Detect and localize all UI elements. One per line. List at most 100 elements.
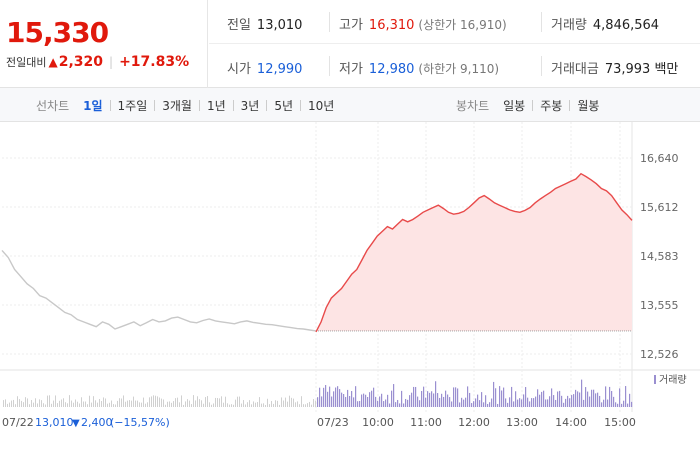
volume-bar (29, 404, 30, 407)
volume-bar (233, 404, 234, 407)
volume-bar (129, 400, 130, 407)
volume-bar (409, 395, 411, 407)
volume-bar (553, 395, 555, 407)
period-tab-0[interactable]: 1일 (83, 99, 103, 113)
volume-bar (157, 396, 158, 407)
volume-bar (95, 400, 96, 407)
stat-high: 고가 16,310 (상한가 16,910) (339, 14, 507, 33)
volume-bar (143, 397, 144, 407)
volume-bar (425, 397, 427, 407)
volume-bar (531, 398, 533, 407)
candle-tab-2[interactable]: 월봉 (577, 99, 600, 113)
volume-bar (159, 397, 160, 407)
volume-bar (169, 401, 170, 407)
volume-bar (395, 402, 397, 407)
toolbar-divider (300, 100, 302, 111)
volume-bar (539, 394, 541, 407)
volume-bar (225, 396, 226, 407)
volume-bar (525, 387, 527, 407)
volume-bar (281, 397, 282, 407)
volume-bar (209, 402, 210, 407)
stats-row-1: 전일 13,010 고가 16,310 (상한가 16,910) 거래량 4,846,5… (209, 0, 700, 44)
volume-bar (73, 402, 74, 407)
volume-bar (577, 391, 579, 407)
stat-label: 시가 (227, 62, 251, 77)
volume-bar (369, 392, 371, 407)
price-chart[interactable]: 16,640 15,612 14,583 13,555 12,526 거래량 07/22 07… (0, 122, 700, 450)
x-tick-label: 14:00 (555, 416, 587, 429)
volume-bar (607, 399, 609, 407)
volume-bar (543, 390, 545, 407)
volume-bar (251, 404, 252, 407)
period-tab-1[interactable]: 1주일 (117, 99, 148, 113)
volume-bar (215, 397, 216, 407)
quote-header: 15,330 전일대비 ▲ 2,320 | +17.83% 전일 13,010 고… (0, 0, 700, 88)
toolbar-divider (198, 100, 200, 111)
volume-bar (181, 395, 182, 407)
volume-bar (587, 391, 589, 407)
volume-bar (631, 401, 633, 407)
volume-bar (355, 386, 357, 407)
volume-bar (43, 403, 44, 407)
volume-bar (463, 399, 465, 407)
volume-bar (321, 396, 323, 407)
toolbar-divider (232, 100, 234, 111)
period-tab-3[interactable]: 1년 (206, 99, 226, 113)
period-tab-5[interactable]: 5년 (274, 99, 294, 113)
candle-tab-0[interactable]: 일봉 (503, 99, 526, 113)
volume-bar (147, 402, 148, 407)
volume-bar (307, 403, 308, 407)
current-price: 15,330 (6, 16, 109, 49)
volume-bar (267, 398, 268, 407)
candle-tab-1[interactable]: 주봉 (540, 99, 563, 113)
volume-bar (335, 387, 337, 407)
volume-bar (373, 387, 375, 407)
toolbar-divider (532, 100, 534, 111)
volume-bar (191, 404, 192, 407)
volume-bar (275, 400, 276, 407)
price-area (316, 173, 632, 332)
period-tab-6[interactable]: 10년 (308, 99, 335, 113)
volume-bar (333, 391, 335, 407)
volume-bar (107, 403, 108, 407)
volume-bar (135, 400, 136, 407)
volume-bar (25, 397, 26, 407)
period-tab-2[interactable]: 3개월 (162, 99, 192, 113)
price-line (315, 172, 633, 333)
volume-bar (407, 399, 409, 407)
volume-bar (9, 402, 10, 407)
volume-bar (391, 390, 393, 407)
volume-bar (415, 386, 417, 407)
volume-bar (247, 402, 248, 407)
volume-bar (569, 398, 571, 407)
volume-bar (609, 386, 611, 407)
volume-bar (253, 401, 254, 407)
volume-bar (591, 389, 593, 407)
volume-bar (269, 404, 270, 407)
volume-bar (315, 400, 316, 407)
period-tab-4[interactable]: 3년 (240, 99, 260, 113)
volume-bar (327, 391, 329, 407)
volume-bar (567, 395, 569, 407)
volume-bar (337, 386, 339, 407)
volume-bar (451, 401, 453, 407)
volume-bar (59, 400, 60, 407)
volume-bar (111, 400, 112, 407)
volume-bar (167, 401, 168, 407)
volume-bar (459, 402, 461, 407)
volume-bar (231, 404, 232, 407)
volume-bar (401, 390, 403, 407)
volume-bar (623, 400, 625, 407)
volume-bar (479, 400, 481, 407)
stat-label: 저가 (339, 62, 363, 77)
volume-bar (67, 403, 68, 407)
stat-volume: 거래량 4,846,564 (551, 14, 659, 33)
volume-bar (301, 396, 302, 407)
volume-bar (549, 396, 551, 407)
stat-value: 12,980 (368, 62, 415, 77)
volume-bar (127, 400, 128, 407)
volume-bar (227, 403, 228, 407)
volume-bar (603, 399, 605, 407)
price-change: 전일대비 ▲ 2,320 | +17.83% (6, 54, 189, 70)
volume-bar (119, 398, 120, 407)
